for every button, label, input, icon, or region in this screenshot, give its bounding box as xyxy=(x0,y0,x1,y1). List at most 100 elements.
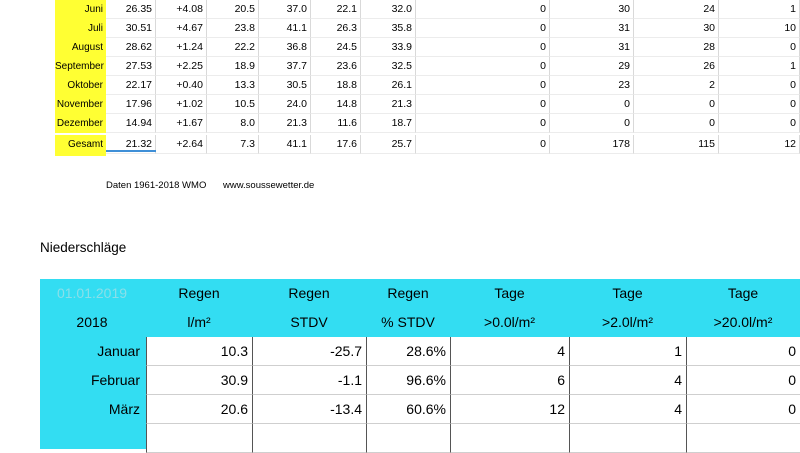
table-cell: 18.9 xyxy=(207,57,259,76)
table-cell: 0 xyxy=(550,114,634,133)
month-label: März xyxy=(108,401,140,417)
month-label: Juli xyxy=(55,19,106,38)
table-cell: 21.3 xyxy=(361,95,416,114)
table-cell: 25.7 xyxy=(361,135,416,154)
table-cell: 11.6 xyxy=(311,114,361,133)
table-cell-partial xyxy=(686,424,800,453)
table-cell-partial xyxy=(146,424,252,453)
column-header: >20.0l/m² xyxy=(713,314,773,330)
table-cell: 60.6% xyxy=(366,395,450,424)
table-cell: +4.67 xyxy=(156,19,207,38)
table-cell: 17.96 xyxy=(106,95,156,114)
table-cell: 23 xyxy=(550,76,634,95)
table-cell: 2 xyxy=(634,76,719,95)
table-cell: -25.7 xyxy=(252,337,366,366)
precipitation-table: 01.01.2019 2018 Regen l/m² Regen STDV Regen%… xyxy=(40,279,800,453)
table-cell: 115 xyxy=(634,135,719,154)
temperature-table: Juni 26.35 +4.08 20.5 37.0 22.1 32.0 0 30 24 1 Juli… xyxy=(0,0,800,178)
section-title-precipitation: Niederschläge xyxy=(40,240,127,255)
column-header: Regen xyxy=(178,285,220,301)
table-cell: 32.0 xyxy=(361,0,416,19)
table-cell: 32.5 xyxy=(361,57,416,76)
table-cell: 37.0 xyxy=(259,0,311,19)
table-cell: 41.1 xyxy=(259,135,311,154)
table-row: September 27.53 +2.25 18.9 37.7 23.6 32.5 0 29 26… xyxy=(0,57,800,76)
table-cell: 20.5 xyxy=(207,0,259,19)
table-cell: 6 xyxy=(450,366,569,395)
table-cell: 0 xyxy=(416,76,550,95)
table-cell: 0 xyxy=(686,337,800,366)
table-cell: 12 xyxy=(719,135,800,154)
table-cell: 10.5 xyxy=(207,95,259,114)
table-cell: 30.51 xyxy=(106,19,156,38)
table-cell: 0 xyxy=(416,135,550,154)
table-cell: 18.8 xyxy=(311,76,361,95)
table-cell: 0 xyxy=(416,0,550,19)
table-cell: 30.9 xyxy=(146,366,252,395)
table-cell: 1 xyxy=(719,0,800,19)
table-cell: 7.3 xyxy=(207,135,259,154)
table-cell: 28 xyxy=(634,38,719,57)
table-cell: 28.62 xyxy=(106,38,156,57)
year-label: 2018 xyxy=(76,314,108,330)
table-cell: 10.3 xyxy=(146,337,252,366)
table-cell: 30 xyxy=(550,0,634,19)
table-cell: 14.8 xyxy=(311,95,361,114)
table-cell: 4 xyxy=(450,337,569,366)
column-header: Regen xyxy=(288,285,330,301)
table-cell: 0 xyxy=(416,19,550,38)
table-cell: 22.17 xyxy=(106,76,156,95)
table-cell: 26.3 xyxy=(311,19,361,38)
column-header: >0.0l/m² xyxy=(484,314,535,330)
table-cell: 0 xyxy=(634,114,719,133)
table-cell: +1.24 xyxy=(156,38,207,57)
table-cell: 20.6 xyxy=(146,395,252,424)
table-row: August 28.62 +1.24 22.2 36.8 24.5 33.9 0 31 28 0 xyxy=(0,38,800,57)
month-label: Gesamt xyxy=(55,135,106,156)
table-cell-partial xyxy=(252,424,366,453)
table-cell: 30.5 xyxy=(259,76,311,95)
table-cell: 28.6% xyxy=(366,337,450,366)
table-cell: 10 xyxy=(719,19,800,38)
column-header: Tage xyxy=(494,285,525,301)
table-cell: 1 xyxy=(569,337,686,366)
website-link[interactable]: www.soussewetter.de xyxy=(222,180,315,191)
table-cell: 23.6 xyxy=(311,57,361,76)
table-row: Gesamt 21.32 +2.64 7.3 41.1 17.6 25.7 0 178 115 12 xyxy=(0,135,800,156)
table-cell: 0 xyxy=(416,38,550,57)
month-label: November xyxy=(55,95,106,114)
table-cell: 24.5 xyxy=(311,38,361,57)
table-cell: 26.35 xyxy=(106,0,156,19)
column-header: Tage xyxy=(612,285,643,301)
data-source-note: Daten 1961-2018 WMO xyxy=(106,180,207,191)
month-label: Februar xyxy=(90,372,140,388)
month-label: Juni xyxy=(55,0,106,19)
table-cell: 22.2 xyxy=(207,38,259,57)
table-cell: 0 xyxy=(416,114,550,133)
table-cell-partial xyxy=(569,424,686,453)
table-cell: 0 xyxy=(719,114,800,133)
table-cell: 21.32 xyxy=(106,135,156,154)
date-label: 01.01.2019 xyxy=(56,285,128,301)
table-cell: 35.8 xyxy=(361,19,416,38)
table-cell: -1.1 xyxy=(252,366,366,395)
month-label: Oktober xyxy=(55,76,106,95)
table-cell: 0 xyxy=(686,395,800,424)
header-background xyxy=(40,279,800,337)
month-label: August xyxy=(55,38,106,57)
table-cell: -13.4 xyxy=(252,395,366,424)
table-cell: 0 xyxy=(686,366,800,395)
table-cell: 41.1 xyxy=(259,19,311,38)
table-cell: 17.6 xyxy=(311,135,361,154)
separator-line xyxy=(106,150,156,152)
table-cell: +2.64 xyxy=(156,135,207,154)
table-cell: 0 xyxy=(719,76,800,95)
table-cell: 22.1 xyxy=(311,0,361,19)
table-cell: 4 xyxy=(569,366,686,395)
month-label: Januar xyxy=(97,343,140,359)
table-cell: 36.8 xyxy=(259,38,311,57)
table-cell: 31 xyxy=(550,38,634,57)
table-cell: 0 xyxy=(634,95,719,114)
table-row: Juni 26.35 +4.08 20.5 37.0 22.1 32.0 0 30 24 1 xyxy=(0,0,800,19)
table-row: Oktober 22.17 +0.40 13.3 30.5 18.8 26.1 0 23 2 0 xyxy=(0,76,800,95)
